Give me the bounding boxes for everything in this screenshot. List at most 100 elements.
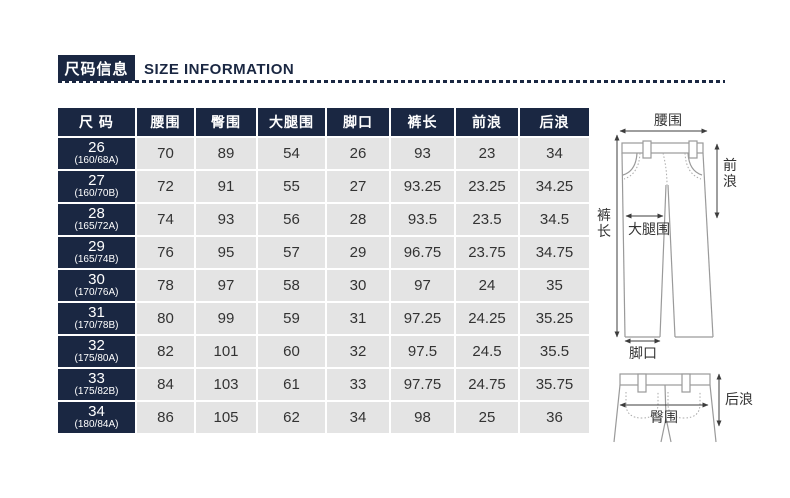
size-spec: (165/72A) (74, 221, 119, 233)
size-row-31: 31 (170/78B) 80 99 59 31 97.25 24.25 35.25 (56, 301, 591, 336)
size-cell: 26 (160/68A) (56, 136, 137, 171)
size-cell: 27 (160/70B) (56, 169, 137, 204)
front-rise-label: 前浪 (723, 157, 737, 189)
measure-cell: 35 (518, 268, 591, 303)
measure-cell: 105 (194, 400, 258, 435)
column-header-1: 腰围 (135, 106, 196, 138)
measure-cell: 35.75 (518, 367, 591, 402)
size-value: 27 (88, 172, 105, 190)
measure-cell: 35.25 (518, 301, 591, 336)
measure-cell: 34 (518, 136, 591, 171)
column-header-4: 脚口 (325, 106, 391, 138)
pants-front-stitching (623, 152, 702, 186)
size-spec: (175/82B) (74, 386, 119, 398)
measure-cell: 61 (256, 367, 327, 402)
measure-cell: 89 (194, 136, 258, 171)
column-header-2: 臀围 (194, 106, 258, 138)
section-title-cn-box: 尺码信息 (58, 55, 135, 81)
measure-cell: 27 (325, 169, 391, 204)
size-spec: (180/84A) (74, 419, 119, 431)
size-table: 尺 码腰围 臀围 大腿围 脚口 裤长 前浪 后浪 26 (160/68A) 70 89 54 26 93… (56, 106, 591, 435)
measure-cell: 93 (389, 136, 456, 171)
size-spec: (175/80A) (74, 353, 119, 365)
size-value: 26 (88, 139, 105, 157)
column-header-6: 前浪 (454, 106, 520, 138)
measure-cell: 23 (454, 136, 520, 171)
hip-label: 臀围 (650, 409, 678, 425)
measure-arrows-back (619, 373, 722, 427)
size-cell: 28 (165/72A) (56, 202, 137, 237)
size-spec: (160/70B) (74, 188, 119, 200)
measure-cell: 33 (325, 367, 391, 402)
measure-cell: 32 (325, 334, 391, 369)
size-spec: (165/74B) (74, 254, 119, 266)
measure-cell: 97.25 (389, 301, 456, 336)
measure-cell: 97 (389, 268, 456, 303)
measure-cell: 97.75 (389, 367, 456, 402)
measure-cell: 93 (194, 202, 258, 237)
measure-cell: 55 (256, 169, 327, 204)
measure-cell: 80 (135, 301, 196, 336)
length-label: 裤长 (597, 207, 611, 239)
measure-cell: 62 (256, 400, 327, 435)
measure-cell: 103 (194, 367, 258, 402)
column-header-3: 大腿围 (256, 106, 327, 138)
size-row-34: 34 (180/84A) 86 105 62 34 98 25 36 (56, 400, 591, 435)
header-row: 尺 码腰围 臀围 大腿围 脚口 裤长 前浪 后浪 (56, 106, 591, 138)
pants-front-outline (621, 140, 714, 338)
measure-cell: 78 (135, 268, 196, 303)
measure-cell: 97.5 (389, 334, 456, 369)
belt-loop (681, 373, 691, 393)
size-cell: 34 (180/84A) (56, 400, 137, 435)
measure-cell: 34.5 (518, 202, 591, 237)
back-pockets-stitching (625, 392, 701, 419)
pants-front-diagram: 腰围 裤长 大腿围 脚口 前浪 (597, 112, 737, 361)
size-value: 31 (88, 304, 105, 322)
size-row-28: 28 (165/72A) 74 93 56 28 93.5 23.5 34.5 (56, 202, 591, 237)
back-rise-label: 后浪 (725, 391, 753, 407)
measure-cell: 74 (135, 202, 196, 237)
size-cell: 29 (165/74B) (56, 235, 137, 270)
measure-cell: 35.5 (518, 334, 591, 369)
measure-cell: 30 (325, 268, 391, 303)
measure-cell: 34.25 (518, 169, 591, 204)
measure-cell: 24.75 (454, 367, 520, 402)
measure-cell: 91 (194, 169, 258, 204)
belt-loop (637, 373, 647, 393)
size-spec: (160/68A) (74, 155, 119, 167)
belt-loop (688, 140, 698, 159)
measure-cell: 59 (256, 301, 327, 336)
measure-cell: 84 (135, 367, 196, 402)
measure-cell: 36 (518, 400, 591, 435)
pants-back-outline (613, 373, 717, 443)
measure-cell: 57 (256, 235, 327, 270)
measure-cell: 54 (256, 136, 327, 171)
measure-cell: 97 (194, 268, 258, 303)
size-cell: 32 (175/80A) (56, 334, 137, 369)
measure-cell: 70 (135, 136, 196, 171)
measure-cell: 34.75 (518, 235, 591, 270)
size-row-29: 29 (165/74B) 76 95 57 29 96.75 23.75 34.75 (56, 235, 591, 270)
size-value: 30 (88, 271, 105, 289)
measure-cell: 24.25 (454, 301, 520, 336)
measure-cell: 31 (325, 301, 391, 336)
section-title-en: SIZE INFORMATION (144, 61, 295, 78)
measure-cell: 24 (454, 268, 520, 303)
measure-cell: 93.25 (389, 169, 456, 204)
measure-arrows-front (614, 128, 720, 344)
size-row-26: 26 (160/68A) 70 89 54 26 93 23 34 (56, 136, 591, 171)
measure-cell: 82 (135, 334, 196, 369)
waist-label: 腰围 (654, 112, 682, 128)
column-header-7: 后浪 (518, 106, 591, 138)
size-cell: 31 (170/78B) (56, 301, 137, 336)
size-cell: 30 (170/76A) (56, 268, 137, 303)
measure-cell: 95 (194, 235, 258, 270)
measure-cell: 25 (454, 400, 520, 435)
size-value: 34 (88, 403, 105, 421)
thigh-label: 大腿围 (628, 221, 670, 237)
measure-cell: 23.75 (454, 235, 520, 270)
measure-cell: 60 (256, 334, 327, 369)
measure-cell: 29 (325, 235, 391, 270)
size-table-body: 26 (160/68A) 70 89 54 26 93 23 34 27 (160/70B) 72 91… (56, 136, 591, 435)
